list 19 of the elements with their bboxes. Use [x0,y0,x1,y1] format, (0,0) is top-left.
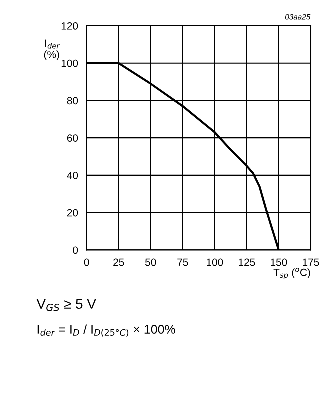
y-tick-label: 120 [62,22,78,30]
text: I$_{der}$ = I$_{D}$ / I$_{D(25°C)}$ × 100% [38,324,176,338]
x-tick-label: 50 [145,258,156,266]
y-tick-label: 40 [67,172,78,180]
x-tick-label: 0 [84,258,90,266]
x-tick-label: 125 [239,258,256,266]
x-tick-label: 175 [303,258,320,266]
y-tick-label: 20 [67,209,78,217]
y-tick-label: 100 [62,60,78,68]
x-tick-label: 25 [114,258,124,266]
text: V$_{GS}$ ≥ 5 V [36,299,96,312]
y-axis-title: I$_{der}$ (%) [44,40,60,60]
x-tick-label: 150 [271,258,288,266]
x-tick-label: 75 [178,258,188,266]
y-tick-label: 80 [67,97,78,105]
y-tick-label: 0 [73,246,78,254]
y-tick-label: 60 [67,134,78,142]
x-axis-title: T$_{sp}$ ($^{o}$C) [274,268,310,280]
x-tick-label: 100 [207,258,224,266]
